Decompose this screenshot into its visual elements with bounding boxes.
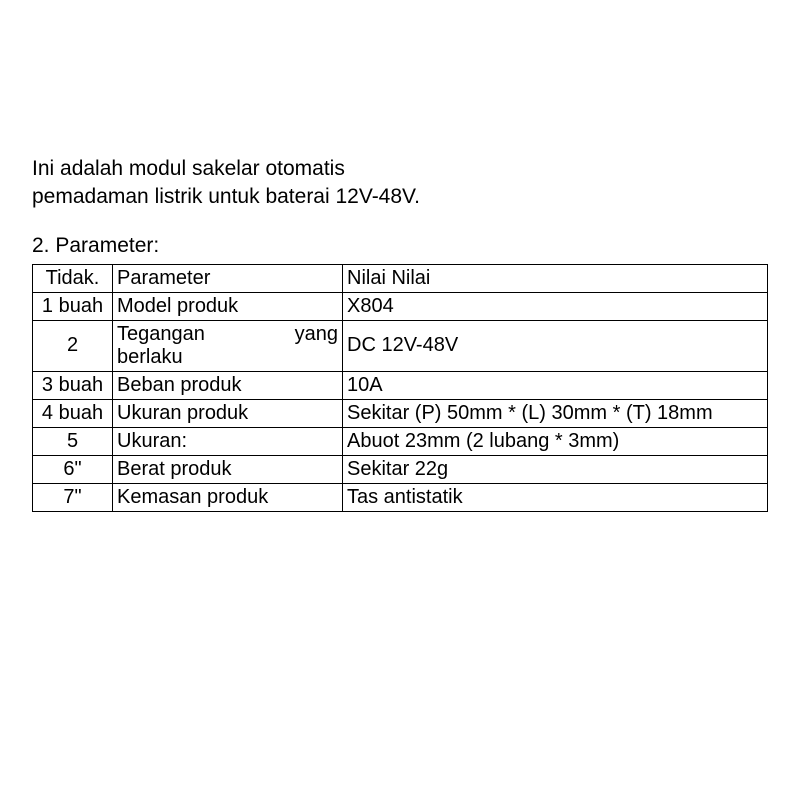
- parameter-table: Tidak. Parameter Nilai Nilai 1 buah Mode…: [32, 264, 768, 512]
- table-row: 2 Teganganberlaku yang DC 12V-48V: [33, 320, 768, 371]
- cell-param: Teganganberlaku yang: [113, 320, 343, 371]
- cell-param-right: yang: [295, 323, 338, 369]
- table-row: 4 buah Ukuran produk Sekitar (P) 50mm * …: [33, 399, 768, 427]
- header-value: Nilai Nilai: [343, 264, 768, 292]
- cell-no: 5: [33, 427, 113, 455]
- cell-no: 4 buah: [33, 399, 113, 427]
- cell-value: DC 12V-48V: [343, 320, 768, 371]
- table-row: 3 buah Beban produk 10A: [33, 371, 768, 399]
- header-no: Tidak.: [33, 264, 113, 292]
- table-row: 7" Kemasan produk Tas antistatik: [33, 483, 768, 511]
- cell-param: Ukuran produk: [113, 399, 343, 427]
- cell-param: Beban produk: [113, 371, 343, 399]
- cell-value: Tas antistatik: [343, 483, 768, 511]
- table-row: 6" Berat produk Sekitar 22g: [33, 455, 768, 483]
- cell-value: Sekitar (P) 50mm * (L) 30mm * (T) 18mm: [343, 399, 768, 427]
- cell-value: 10A: [343, 371, 768, 399]
- section-title: 2. Parameter:: [32, 234, 768, 258]
- table-row: 5 Ukuran: Abuot 23mm (2 lubang * 3mm): [33, 427, 768, 455]
- cell-param: Berat produk: [113, 455, 343, 483]
- cell-param: Ukuran:: [113, 427, 343, 455]
- cell-param: Kemasan produk: [113, 483, 343, 511]
- cell-no: 1 buah: [33, 292, 113, 320]
- cell-param: Model produk: [113, 292, 343, 320]
- cell-value: Sekitar 22g: [343, 455, 768, 483]
- table-header-row: Tidak. Parameter Nilai Nilai: [33, 264, 768, 292]
- cell-value: Abuot 23mm (2 lubang * 3mm): [343, 427, 768, 455]
- cell-no: 3 buah: [33, 371, 113, 399]
- cell-value: X804: [343, 292, 768, 320]
- header-param: Parameter: [113, 264, 343, 292]
- description-text: Ini adalah modul sakelar otomatis pemada…: [32, 155, 432, 212]
- cell-no: 6": [33, 455, 113, 483]
- cell-no: 7": [33, 483, 113, 511]
- table-row: 1 buah Model produk X804: [33, 292, 768, 320]
- cell-no: 2: [33, 320, 113, 371]
- cell-param-left: Teganganberlaku: [117, 323, 205, 369]
